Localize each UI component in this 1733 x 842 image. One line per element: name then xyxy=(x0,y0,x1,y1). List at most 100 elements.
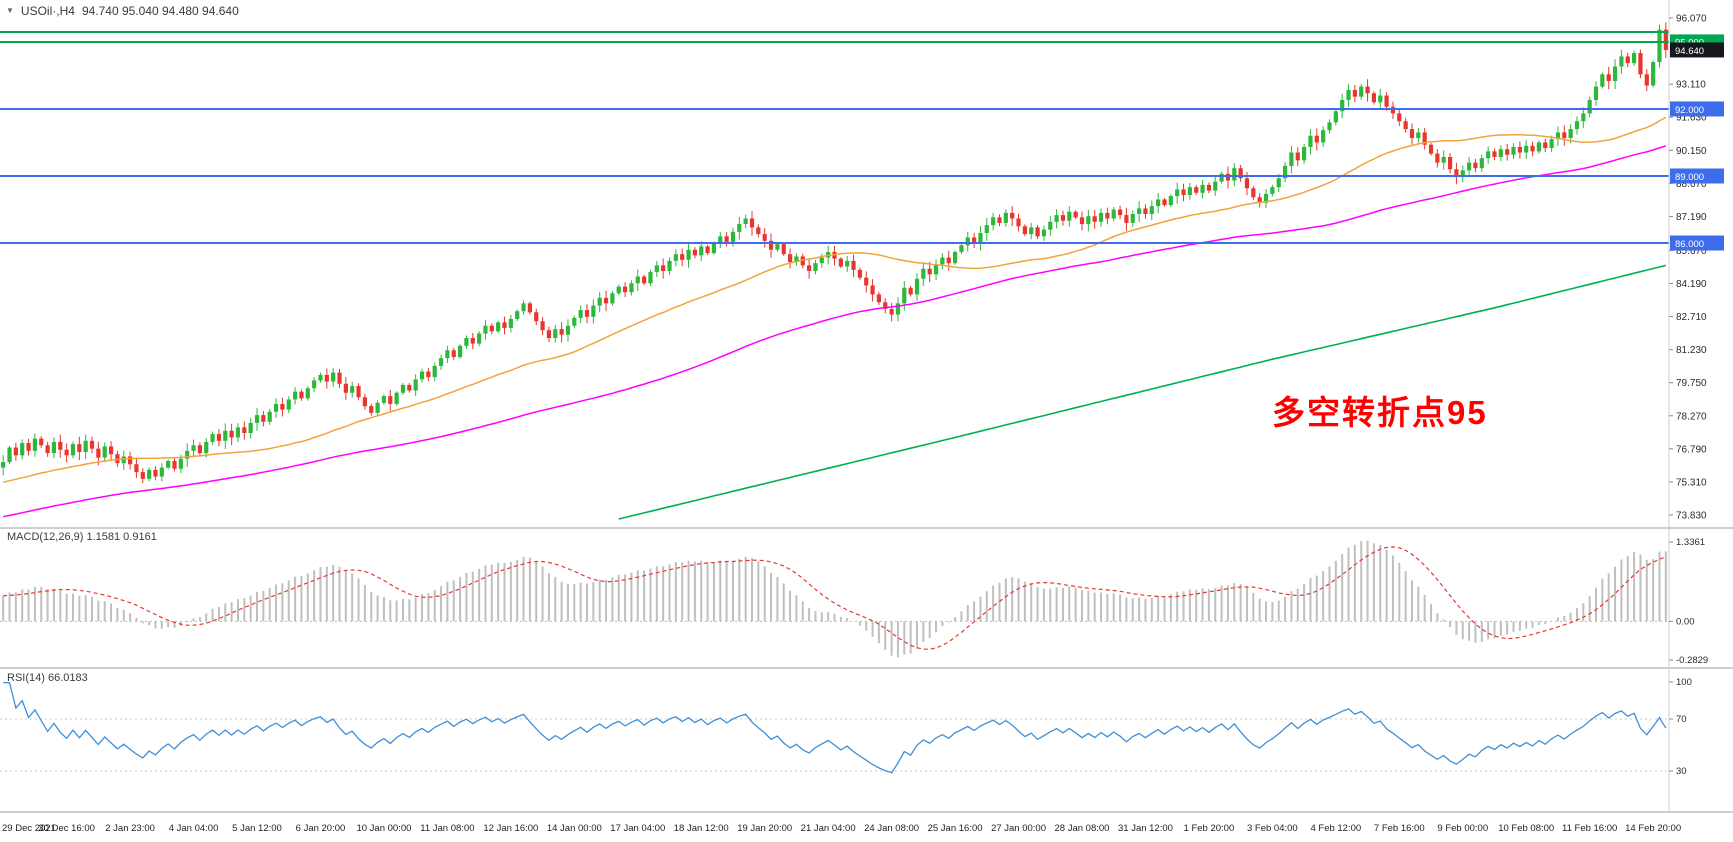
candle xyxy=(1206,182,1212,194)
candle xyxy=(749,211,755,236)
macd-axis[interactable]: 1.3361 0.00 -0.2829 xyxy=(1669,537,1708,666)
price-axis[interactable]: 96.070 93.110 91.630 90.150 88.670 87.190 85.6… xyxy=(1669,14,1724,522)
candle xyxy=(978,226,983,251)
candle xyxy=(768,233,774,258)
candle xyxy=(1314,128,1319,151)
candle xyxy=(1200,179,1205,199)
level-price-badge: 86.000 xyxy=(1670,235,1724,251)
collapse-arrow-icon[interactable]: ▼ xyxy=(6,6,14,15)
candle xyxy=(654,260,659,277)
candle xyxy=(1581,107,1586,128)
candle xyxy=(45,441,50,457)
candle xyxy=(1479,154,1484,173)
rsi-line xyxy=(3,681,1667,774)
candle xyxy=(572,315,577,329)
price-tick-label: 87.190 xyxy=(1676,212,1707,223)
candle xyxy=(1219,171,1224,184)
candle xyxy=(635,269,640,292)
candle xyxy=(1606,66,1611,90)
macd-axis-label: 1.3361 xyxy=(1676,537,1705,548)
candle xyxy=(292,387,298,405)
time-axis-label: 5 Jan 12:00 xyxy=(232,823,282,834)
candle xyxy=(1441,150,1446,170)
candle xyxy=(1638,49,1643,79)
price-tick-label: 91.630 xyxy=(1676,113,1707,124)
candle xyxy=(1213,176,1218,196)
candle xyxy=(1327,119,1332,134)
candle xyxy=(1397,109,1402,127)
candle xyxy=(1549,135,1554,152)
price-badge-label: 89.000 xyxy=(1675,172,1704,183)
rsi-axis[interactable]: 100 70 30 xyxy=(1669,677,1692,777)
candle xyxy=(546,326,552,342)
candle xyxy=(965,231,970,252)
candle xyxy=(204,437,209,458)
candle xyxy=(870,279,875,302)
candle xyxy=(400,383,406,395)
candle xyxy=(267,409,272,425)
candle xyxy=(1562,125,1567,146)
time-axis-label: 29 Dec 2021 xyxy=(2,823,56,834)
candle xyxy=(210,431,215,445)
candle xyxy=(1467,156,1472,177)
candle xyxy=(857,267,862,281)
candle xyxy=(787,248,793,269)
ma-mid-line xyxy=(3,145,1667,518)
time-axis-label: 21 Jan 04:00 xyxy=(801,823,856,834)
candle xyxy=(7,445,12,464)
price-tick-label: 78.270 xyxy=(1676,411,1707,422)
candle xyxy=(1022,224,1027,237)
price-badge-label: 92.000 xyxy=(1675,105,1704,116)
candle xyxy=(1333,108,1338,126)
candle xyxy=(108,441,114,461)
level-price-badge: 92.000 xyxy=(1670,101,1724,117)
candle xyxy=(1263,188,1269,209)
candle xyxy=(1631,50,1637,66)
candle xyxy=(807,258,812,279)
price-tick-label: 73.830 xyxy=(1676,511,1707,522)
candle xyxy=(223,423,228,449)
candle xyxy=(895,297,901,322)
candle xyxy=(1098,208,1104,227)
candle xyxy=(197,442,202,457)
ma-fast-line xyxy=(2,116,1667,484)
candle xyxy=(864,271,869,293)
candle xyxy=(1403,118,1408,133)
time-axis-label: 6 Jan 20:00 xyxy=(296,823,346,834)
candle xyxy=(394,391,399,406)
candle xyxy=(591,299,596,324)
candle xyxy=(1409,123,1415,145)
candle xyxy=(718,231,723,248)
candle xyxy=(686,242,691,268)
level-price-badge: 89.000 xyxy=(1670,168,1724,184)
candle xyxy=(515,309,520,322)
chart-annotation-text[interactable]: 多空转折点95 xyxy=(1272,394,1488,431)
candle xyxy=(883,298,888,314)
candle xyxy=(77,436,82,461)
candle xyxy=(534,308,539,326)
ohlc-values: 94.740 95.040 94.480 94.640 xyxy=(81,4,239,18)
price-badge-label: 94.640 xyxy=(1675,46,1704,57)
price-tick-label: 84.190 xyxy=(1676,279,1707,290)
candle xyxy=(26,438,31,456)
candle xyxy=(1492,148,1497,161)
candle xyxy=(248,417,253,439)
candle xyxy=(216,429,222,447)
candle xyxy=(1486,146,1491,164)
time-axis-label: 2 Jan 23:00 xyxy=(105,823,155,834)
candle xyxy=(496,320,501,334)
candle xyxy=(464,335,469,349)
price-tick-label: 96.070 xyxy=(1676,14,1707,25)
candle xyxy=(927,261,932,283)
candle xyxy=(1644,69,1649,92)
candle xyxy=(1105,207,1110,225)
rsi-axis-label: 70 xyxy=(1676,714,1687,725)
candle xyxy=(305,386,310,401)
candle xyxy=(1181,183,1186,202)
price-tick-label: 81.230 xyxy=(1676,345,1707,356)
candle xyxy=(1384,91,1389,111)
candle xyxy=(540,316,545,336)
candle xyxy=(1517,141,1522,159)
